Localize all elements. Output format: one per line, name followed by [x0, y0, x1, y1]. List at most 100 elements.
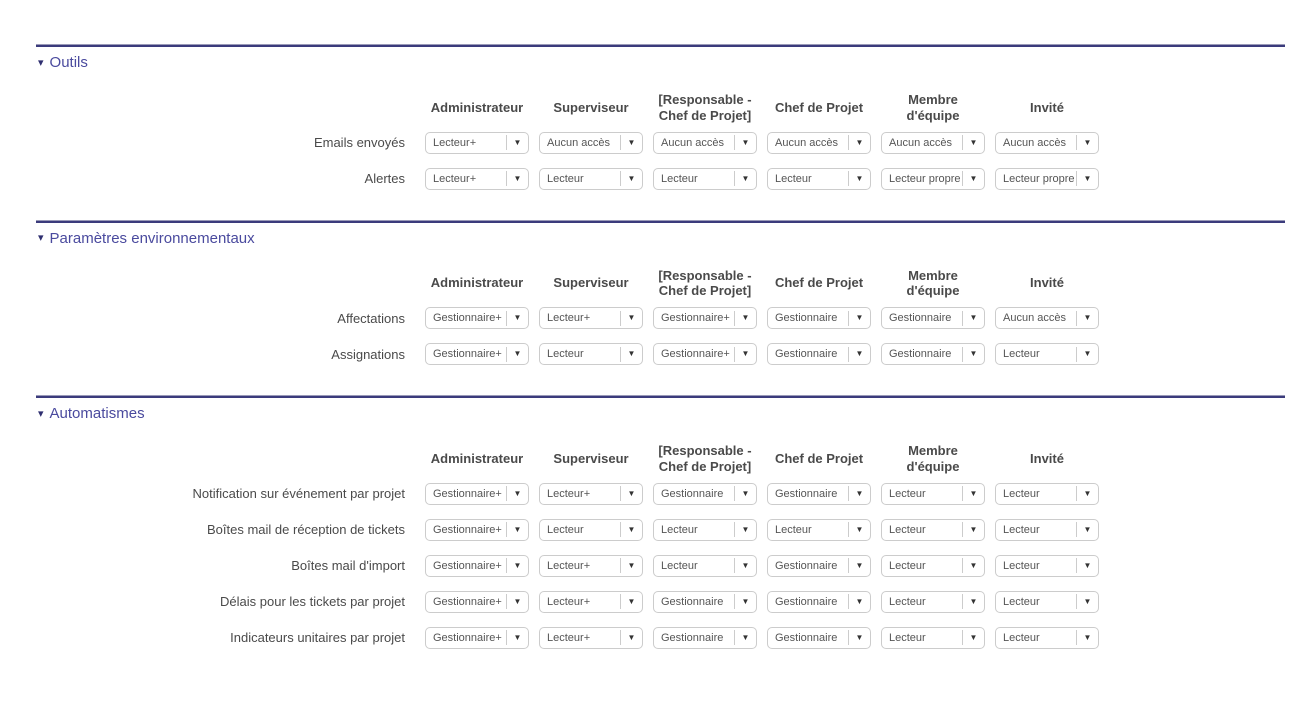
permission-select-administrateur[interactable]: Gestionnaire+ ▼ [425, 626, 529, 649]
dropdown-separator [734, 630, 735, 645]
dropdown-separator [734, 522, 735, 537]
permission-select-invite[interactable]: Lecteur ▼ [995, 626, 1099, 649]
permission-select-membre-d-equipe[interactable]: Lecteur ▼ [881, 554, 985, 577]
permission-select-membre-d-equipe[interactable]: Lecteur propre ▼ [881, 167, 985, 190]
permission-select-membre-d-equipe[interactable]: Aucun accès ▼ [881, 131, 985, 154]
permission-select-administrateur[interactable]: Gestionnaire+ ▼ [425, 307, 529, 329]
permission-select-superviseur[interactable]: Lecteur+ ▼ [539, 482, 643, 505]
permission-select-responsable-chef-de-projet[interactable]: Gestionnaire ▼ [653, 626, 757, 649]
permission-select-superviseur[interactable]: Lecteur+ ▼ [539, 590, 643, 613]
chevron-down-icon: ▼ [513, 524, 522, 534]
permission-select-chef-de-projet[interactable]: Gestionnaire ▼ [767, 554, 871, 577]
column-header-invite: Invité [1030, 99, 1064, 115]
permission-select-administrateur[interactable]: Gestionnaire+ ▼ [425, 343, 529, 365]
chevron-down-icon: ▼ [741, 349, 750, 358]
dropdown-separator [506, 486, 507, 501]
dropdown-separator [506, 558, 507, 573]
dropdown-separator [848, 486, 849, 501]
permission-select-responsable-chef-de-projet[interactable]: Lecteur ▼ [653, 554, 757, 577]
permission-select-invite[interactable]: Lecteur ▼ [995, 554, 1099, 577]
permission-select-value: Gestionnaire+ [433, 595, 502, 608]
permission-select-responsable-chef-de-projet[interactable]: Gestionnaire ▼ [653, 590, 757, 613]
permission-select-chef-de-projet[interactable]: Gestionnaire ▼ [767, 307, 871, 329]
section-collapse-icon[interactable]: ▾ [38, 56, 44, 69]
permission-select-invite[interactable]: Lecteur ▼ [995, 518, 1099, 541]
chevron-down-icon: ▼ [627, 488, 636, 498]
chevron-down-icon: ▼ [1083, 560, 1092, 570]
permission-select-chef-de-projet[interactable]: Gestionnaire ▼ [767, 482, 871, 505]
permission-select-administrateur[interactable]: Gestionnaire+ ▼ [425, 554, 529, 577]
table-row: Affectations Gestionnaire+ ▼ Lecteur+ ▼ Gesti… [36, 307, 1285, 329]
chevron-down-icon: ▼ [513, 349, 522, 358]
permission-select-chef-de-projet[interactable]: Aucun accès ▼ [767, 131, 871, 154]
permission-select-superviseur[interactable]: Aucun accès ▼ [539, 131, 643, 154]
section-header-outils[interactable]: ▾ Outils [38, 54, 1285, 72]
column-header-superviseur: Superviseur [553, 99, 629, 115]
permission-select-value: Lecteur [775, 523, 812, 536]
section-header-parametres-environnementaux[interactable]: ▾ Paramètres environnementaux [38, 229, 1285, 248]
permission-select-value: Aucun accès [1003, 136, 1066, 149]
dropdown-separator [506, 135, 507, 150]
section-collapse-icon[interactable]: ▾ [38, 407, 44, 420]
permission-select-membre-d-equipe[interactable]: Lecteur ▼ [881, 626, 985, 649]
permission-select-administrateur[interactable]: Gestionnaire+ ▼ [425, 482, 529, 505]
dropdown-separator [962, 630, 963, 645]
permission-select-responsable-chef-de-projet[interactable]: Gestionnaire ▼ [653, 482, 757, 505]
section-collapse-icon[interactable]: ▾ [38, 232, 44, 245]
row-label: Indicateurs unitaires par projet [230, 630, 405, 645]
permission-select-superviseur[interactable]: Lecteur+ ▼ [539, 626, 643, 649]
section-title: Paramètres environnementaux [49, 229, 255, 247]
permission-select-value: Lecteur propre [1003, 172, 1075, 185]
permission-select-superviseur[interactable]: Lecteur+ ▼ [539, 554, 643, 577]
row-label: Alertes [364, 171, 405, 186]
permission-select-superviseur[interactable]: Lecteur ▼ [539, 167, 643, 190]
dropdown-separator [734, 346, 735, 362]
column-header-responsable-chef-de-projet: [Responsable - Chef de Projet] [658, 92, 752, 123]
permission-select-value: Lecteur [889, 523, 926, 536]
permission-select-invite[interactable]: Lecteur ▼ [995, 482, 1099, 505]
chevron-down-icon: ▼ [855, 313, 864, 322]
permission-select-chef-de-projet[interactable]: Gestionnaire ▼ [767, 590, 871, 613]
section-header-automatismes[interactable]: ▾ Automatismes [38, 405, 1285, 423]
chevron-down-icon: ▼ [627, 137, 636, 147]
permission-select-superviseur[interactable]: Lecteur ▼ [539, 343, 643, 365]
permission-select-invite[interactable]: Lecteur ▼ [995, 343, 1099, 365]
column-header-superviseur: Superviseur [553, 450, 629, 466]
permission-select-chef-de-projet[interactable]: Gestionnaire ▼ [767, 343, 871, 365]
permission-select-administrateur[interactable]: Lecteur+ ▼ [425, 167, 529, 190]
chevron-down-icon: ▼ [627, 560, 636, 570]
table-row: Assignations Gestionnaire+ ▼ Lecteur ▼ Gestio… [36, 343, 1285, 365]
permission-select-invite[interactable]: Lecteur propre ▼ [995, 167, 1099, 190]
permission-select-value: Lecteur+ [433, 172, 477, 185]
permission-select-administrateur[interactable]: Gestionnaire+ ▼ [425, 518, 529, 541]
dropdown-separator [962, 135, 963, 150]
chevron-down-icon: ▼ [855, 349, 864, 358]
permission-select-membre-d-equipe[interactable]: Gestionnaire ▼ [881, 343, 985, 365]
permission-select-superviseur[interactable]: Lecteur+ ▼ [539, 307, 643, 329]
permission-select-responsable-chef-de-projet[interactable]: Lecteur ▼ [653, 518, 757, 541]
dropdown-separator [848, 135, 849, 150]
column-header-membre-d-equipe: Membre d'équipe [906, 443, 960, 474]
permission-select-chef-de-projet[interactable]: Gestionnaire ▼ [767, 626, 871, 649]
permission-select-invite[interactable]: Aucun accès ▼ [995, 307, 1099, 329]
chevron-down-icon: ▼ [969, 313, 978, 322]
permission-select-value: Gestionnaire [889, 348, 952, 360]
permission-select-administrateur[interactable]: Gestionnaire+ ▼ [425, 590, 529, 613]
permission-select-administrateur[interactable]: Lecteur+ ▼ [425, 131, 529, 154]
permission-select-membre-d-equipe[interactable]: Lecteur ▼ [881, 590, 985, 613]
permission-select-superviseur[interactable]: Lecteur ▼ [539, 518, 643, 541]
row-label: Boîtes mail de réception de tickets [207, 522, 405, 537]
permission-select-chef-de-projet[interactable]: Lecteur ▼ [767, 518, 871, 541]
permission-select-chef-de-projet[interactable]: Lecteur ▼ [767, 167, 871, 190]
permission-select-membre-d-equipe[interactable]: Lecteur ▼ [881, 482, 985, 505]
permission-select-invite[interactable]: Lecteur ▼ [995, 590, 1099, 613]
permission-select-membre-d-equipe[interactable]: Lecteur ▼ [881, 518, 985, 541]
permission-select-responsable-chef-de-projet[interactable]: Lecteur ▼ [653, 167, 757, 190]
permission-select-responsable-chef-de-projet[interactable]: Aucun accès ▼ [653, 131, 757, 154]
permission-select-responsable-chef-de-projet[interactable]: Gestionnaire+ ▼ [653, 307, 757, 329]
dropdown-separator [620, 522, 621, 537]
permission-select-responsable-chef-de-projet[interactable]: Gestionnaire+ ▼ [653, 343, 757, 365]
dropdown-separator [848, 558, 849, 573]
permission-select-invite[interactable]: Aucun accès ▼ [995, 131, 1099, 154]
permission-select-membre-d-equipe[interactable]: Gestionnaire ▼ [881, 307, 985, 329]
